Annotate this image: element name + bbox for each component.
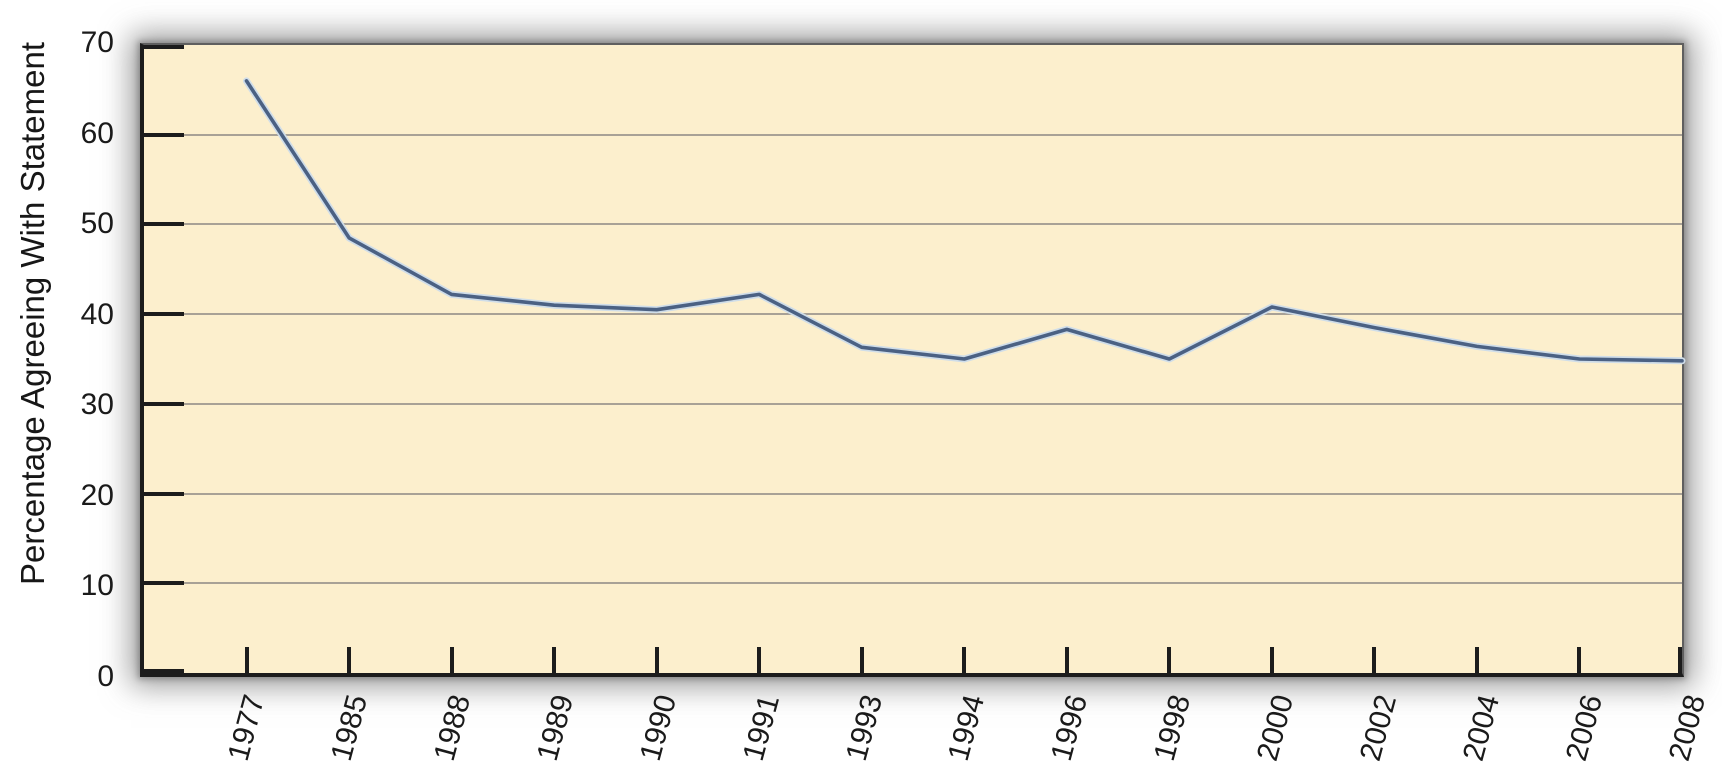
x-tick-1977 [244, 647, 249, 673]
x-tick-label-1998: 1998 [1148, 691, 1198, 765]
x-tick-2006 [1577, 647, 1582, 673]
x-tick-2008 [1678, 647, 1682, 673]
x-tick-label-1993: 1993 [839, 691, 889, 765]
y-tick-60 [144, 132, 184, 137]
x-tick-label-1989: 1989 [530, 691, 580, 765]
x-tick-1990 [654, 647, 659, 673]
x-tick-label-2002: 2002 [1354, 691, 1404, 765]
line-series [243, 77, 1686, 365]
y-tick-label-40: 40 [80, 297, 114, 331]
y-tick-label-10: 10 [80, 569, 114, 603]
x-tick-label-2006: 2006 [1560, 691, 1610, 765]
x-tick-2002 [1372, 647, 1377, 673]
x-tick-1991 [757, 647, 762, 673]
x-tick-2000 [1269, 647, 1274, 673]
y-tick-label-50: 50 [80, 207, 114, 241]
x-tick-label-2004: 2004 [1457, 691, 1507, 765]
series-line [244, 79, 1684, 363]
gridline-40 [144, 313, 1682, 316]
x-tick-1994 [962, 647, 967, 673]
x-tick-1993 [859, 647, 864, 673]
x-tick-label-1990: 1990 [633, 691, 683, 765]
x-tick-label-1985: 1985 [324, 691, 374, 765]
x-tick-1985 [347, 647, 352, 673]
y-tick-0 [144, 669, 184, 673]
gridline-60 [144, 133, 1682, 136]
y-tick-label-30: 30 [80, 388, 114, 422]
x-tick-label-1988: 1988 [427, 691, 477, 765]
y-tick-10 [144, 581, 184, 586]
y-tick-label-20: 20 [80, 478, 114, 512]
x-tick-1998 [1167, 647, 1172, 673]
x-tick-label-1996: 1996 [1045, 691, 1095, 765]
y-tick-20 [144, 491, 184, 496]
gridline-20 [144, 492, 1682, 495]
series-line-halo [243, 77, 1686, 365]
y-tick-70 [144, 45, 184, 49]
y-tick-40 [144, 312, 184, 317]
x-tick-1988 [449, 647, 454, 673]
x-tick-label-1991: 1991 [736, 691, 786, 765]
y-tick-50 [144, 222, 184, 227]
x-tick-1996 [1064, 647, 1069, 673]
gridline-50 [144, 223, 1682, 226]
x-tick-label-2000: 2000 [1251, 691, 1301, 765]
gridline-30 [144, 402, 1682, 405]
x-tick-2004 [1474, 647, 1479, 673]
y-tick-label-70: 70 [80, 26, 114, 59]
x-tick-label-2008: 2008 [1662, 691, 1713, 765]
x-tick-label-1994: 1994 [942, 691, 992, 765]
x-tick-1989 [552, 647, 557, 673]
y-tick-label-60: 60 [80, 116, 114, 150]
y-tick-30 [144, 401, 184, 406]
x-tick-label-1977: 1977 [221, 691, 272, 765]
plot-area [140, 43, 1686, 677]
y-tick-label-0: 0 [97, 660, 114, 693]
gridline-10 [144, 582, 1682, 585]
